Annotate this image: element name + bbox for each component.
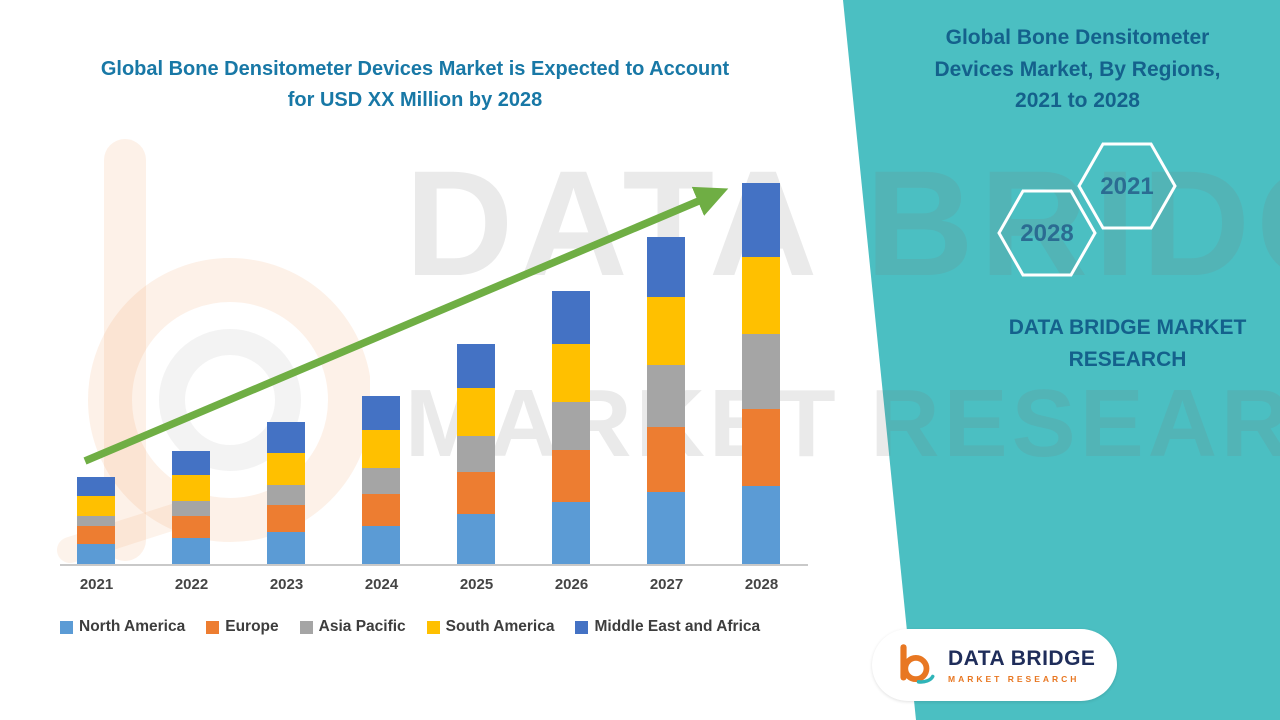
bar-segment-south-america [552,344,590,402]
hexagon-2021 [1077,142,1177,230]
bar-segment-south-america [647,297,685,365]
x-label-2025: 2025 [459,576,494,593]
hexagon-2028-label: 2028 [1020,220,1073,247]
bar-segment-south-america [172,475,210,501]
chart-title-right: Global Bone Densitometer Devices Market,… [934,26,1221,112]
bar-segment-north-america [647,492,685,564]
bar-segment-middle-east-and-africa [552,291,590,344]
bar-segment-middle-east-and-africa [77,477,115,496]
bar-2022 [172,451,210,564]
legend-item-asia-pacific: Asia Pacific [299,618,406,636]
bar-segment-south-america [742,257,780,334]
bar-segment-asia-pacific [457,436,495,472]
bar-segment-south-america [362,430,400,468]
x-label-2027: 2027 [649,576,684,593]
legend-item-europe: Europe [206,618,279,636]
bar-segment-europe [552,450,590,502]
legend-label-north-america: North America [79,618,186,635]
x-label-2024: 2024 [364,576,399,593]
legend-item-north-america: North America [60,618,185,636]
bar-segment-south-america [457,388,495,436]
logo-tagline-text: MARKET RESEARCH [948,673,1080,684]
legend-swatch-north-america [60,620,73,634]
bar-segment-middle-east-and-africa [172,451,210,475]
bar-segment-middle-east-and-africa [267,422,305,453]
x-label-2026: 2026 [554,576,589,593]
brand-text: DATA BRIDGE MARKET RESEARCH [1008,316,1247,371]
hexagon-year-badges: 2028 2021 [997,142,1177,277]
logo-brand-text: DATA BRIDGE [948,646,1096,670]
x-axis-line [60,564,808,566]
legend-swatch-middle-east-and-africa [575,620,589,634]
bar-segment-asia-pacific [172,501,210,516]
bar-2026 [552,291,590,564]
chart-title-left: Global Bone Densitometer Devices Market … [100,58,730,111]
logo-card: DATA BRIDGE MARKET RESEARCH [872,629,1117,701]
x-label-2023: 2023 [269,576,304,593]
legend: North America Europe Asia Pacific South Ame… [60,618,760,636]
bar-segment-north-america [77,544,115,564]
bar-segment-asia-pacific [742,334,780,409]
bar-segment-north-america [172,538,210,564]
bar-segment-europe [457,472,495,514]
bar-2025 [457,344,495,564]
bar-2027 [647,237,685,564]
data-bridge-logo-icon [900,644,935,684]
x-axis-labels: 2021 2022 2023 2024 2025 2026 2027 2028 [49,576,809,593]
bar-segment-europe [172,516,210,538]
bar-segment-europe [267,505,305,532]
bar-segment-middle-east-and-africa [457,344,495,388]
legend-label-middle-east-and-africa: Middle East and Africa [594,618,761,635]
bar-segment-asia-pacific [362,468,400,494]
bar-2028 [742,183,780,564]
bar-segment-europe [742,409,780,486]
bar-segment-europe [647,427,685,492]
bar-segment-asia-pacific [647,365,685,427]
bar-segment-north-america [457,514,495,564]
bar-segment-middle-east-and-africa [647,237,685,297]
legend-item-middle-east-and-africa: Middle East and Africa [575,618,760,636]
bar-segment-south-america [267,453,305,485]
legend-label-south-america: South America [445,618,555,635]
bar-chart-bars [77,174,780,564]
bar-segment-asia-pacific [77,516,115,526]
x-label-2028: 2028 [744,576,779,593]
bar-segment-middle-east-and-africa [362,396,400,430]
x-label-2021: 2021 [79,576,114,593]
legend-label-europe: Europe [225,618,279,635]
x-label-2022: 2022 [174,576,209,593]
bar-segment-asia-pacific [552,402,590,450]
legend-swatch-europe [206,620,220,634]
bar-segment-europe [77,526,115,544]
bar-2024 [362,396,400,564]
hexagon-2021-label: 2021 [1100,173,1153,200]
bar-2021 [77,477,115,564]
bar-2023 [267,422,305,564]
bar-segment-middle-east-and-africa [742,183,780,257]
legend-swatch-asia-pacific [299,620,313,634]
bar-segment-north-america [362,526,400,564]
bar-segment-europe [362,494,400,526]
bar-segment-north-america [267,532,305,564]
legend-swatch-south-america [426,620,440,634]
bar-segment-north-america [742,486,780,564]
bar-segment-south-america [77,496,115,516]
legend-label-asia-pacific: Asia Pacific [318,618,406,635]
bar-segment-north-america [552,502,590,564]
hexagon-2028 [997,189,1097,277]
bar-segment-asia-pacific [267,485,305,505]
legend-item-south-america: South America [426,618,555,636]
